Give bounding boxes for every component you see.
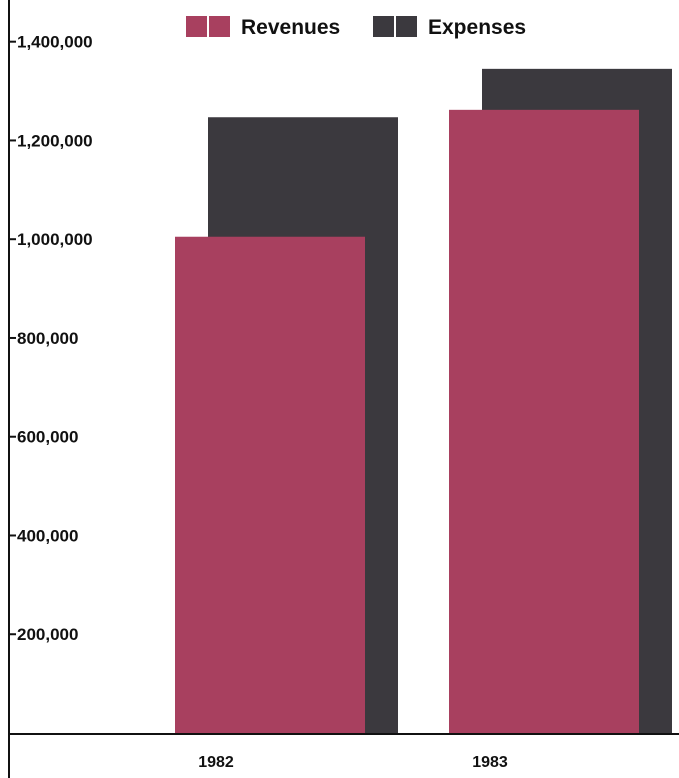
x-axis: 1982 1983 — [198, 754, 508, 771]
y-axis: 200,000 400,000 600,000 800,000 1,000,000 1,2… — [9, 33, 93, 644]
legend-swatch — [396, 16, 417, 37]
y-tick-label: 1,000,000 — [17, 230, 93, 249]
bar-group-1982 — [175, 117, 398, 734]
legend-swatch — [209, 16, 230, 37]
legend-item-expenses: Expenses — [373, 16, 526, 39]
y-tick-label: 1,400,000 — [17, 33, 93, 52]
bar-revenues-1983 — [449, 109, 639, 733]
y-tick-label: 600,000 — [17, 428, 78, 447]
y-tick-label: 400,000 — [17, 526, 78, 545]
y-tick-label: 1,200,000 — [17, 131, 93, 150]
legend-label: Revenues — [241, 16, 340, 39]
legend-label: Expenses — [428, 16, 526, 39]
plot-frame — [8, 0, 679, 778]
y-tick-label: 800,000 — [17, 329, 78, 348]
bar-revenues-1982 — [175, 236, 365, 734]
bar-group-1983 — [449, 68, 672, 734]
bars-group — [175, 68, 672, 734]
legend-swatch — [373, 16, 394, 37]
x-tick-label: 1982 — [198, 754, 234, 771]
chart-legend: Revenues Expenses — [186, 16, 526, 39]
legend-swatch — [186, 16, 207, 37]
x-tick-label: 1983 — [472, 754, 508, 771]
legend-item-revenues: Revenues — [186, 16, 340, 39]
y-tick-label: 200,000 — [17, 625, 78, 644]
